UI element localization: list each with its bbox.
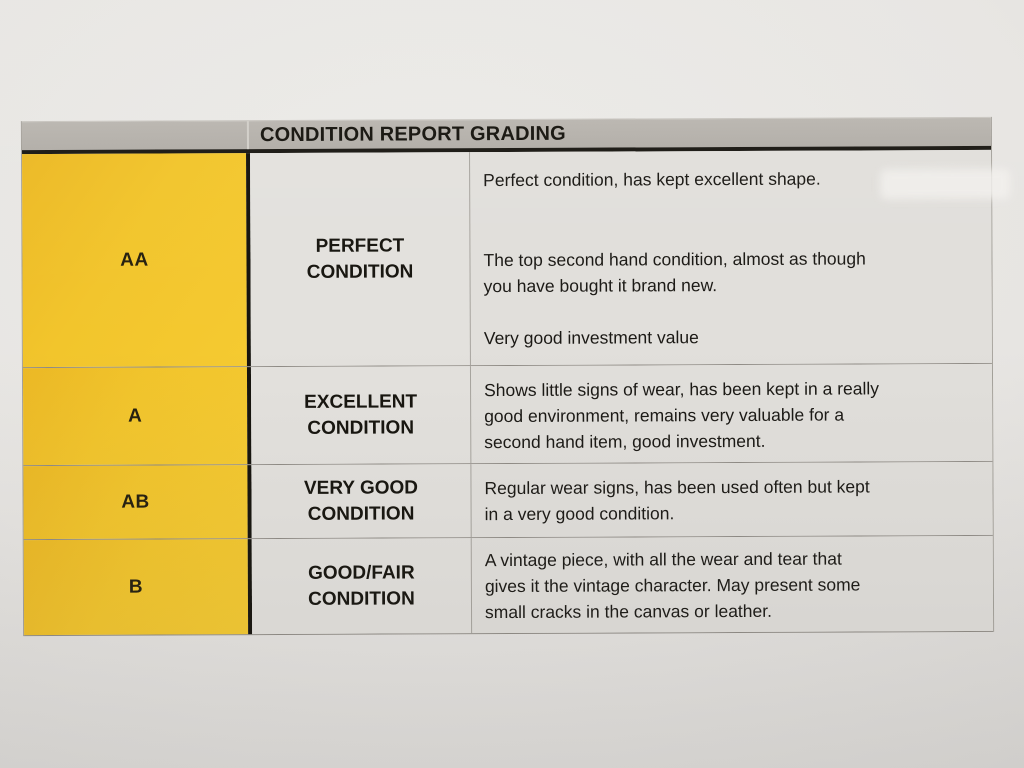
condition-label-line: CONDITION (307, 502, 415, 525)
description-line: A vintage piece, with all the wear and t… (484, 548, 842, 571)
table-row-aa: AA PERFECT CONDITION Perfect condition, … (22, 149, 992, 369)
condition-label-line: CONDITION (306, 260, 414, 283)
description-line: Perfect condition, has kept excellent sh… (483, 168, 821, 191)
table-title: CONDITION REPORT GRADING (259, 122, 566, 146)
header-grade-cell (21, 121, 250, 151)
description-cell: Regular wear signs, has been used often … (470, 461, 993, 538)
table-row-a: A EXCELLENT CONDITION Shows little signs… (22, 363, 993, 467)
condition-cell: GOOD/FAIR CONDITION (251, 538, 472, 635)
description-line: you have bought it brand new. (483, 275, 718, 297)
description-line: gives it the vintage character. May pres… (484, 574, 861, 597)
description-cell: Shows little signs of wear, has been kep… (469, 363, 993, 464)
table-row-b: B GOOD/FAIR CONDITION A vintage piece, w… (23, 535, 994, 637)
condition-label-line: EXCELLENT (304, 390, 418, 413)
condition-label-line: GOOD/FAIR (307, 561, 415, 584)
grade-cell: AA (22, 153, 251, 368)
condition-label-line: CONDITION (308, 587, 415, 610)
condition-cell: PERFECT CONDITION (250, 152, 470, 367)
condition-label-line: PERFECT (315, 234, 405, 257)
description-line: small cracks in the canvas or leather. (484, 600, 773, 623)
grade-cell: AB (23, 465, 252, 540)
description-cell: A vintage piece, with all the wear and t… (470, 535, 994, 634)
grade-cell: A (22, 367, 252, 466)
condition-cell: EXCELLENT CONDITION (250, 366, 471, 465)
description-line: Very good investment value (483, 327, 699, 349)
description-line: Regular wear signs, has been used often … (484, 476, 870, 499)
condition-cell: VERY GOOD CONDITION (251, 464, 471, 539)
description-line: second hand item, good investment. (484, 430, 766, 453)
description-line: in a very good condition. (484, 503, 675, 525)
grade-cell: B (23, 539, 253, 636)
description-cell: Perfect condition, has kept excellent sh… (469, 149, 992, 366)
condition-label-line: CONDITION (307, 416, 415, 439)
description-line: Shows little signs of wear, has been kep… (484, 378, 880, 401)
condition-grading-table: CONDITION REPORT GRADING AA PERFECT COND… (20, 116, 1011, 637)
table-header-row: CONDITION REPORT GRADING (21, 116, 992, 155)
description-line: The top second hand condition, almost as… (483, 248, 866, 271)
condition-label-line: VERY GOOD (303, 476, 419, 499)
table-row-ab: AB VERY GOOD CONDITION Regular wear sign… (23, 461, 993, 541)
description-line: good environment, remains very valuable … (484, 404, 845, 427)
